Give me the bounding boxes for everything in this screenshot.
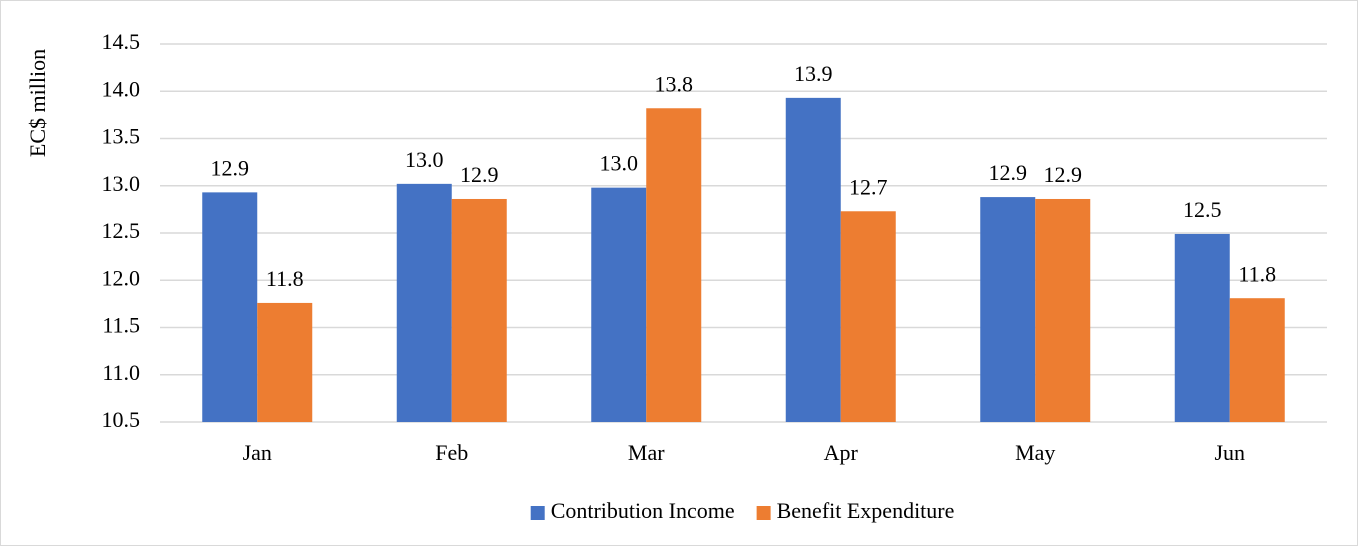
- bar: [646, 108, 702, 422]
- y-tick-label: 14.0: [102, 76, 141, 101]
- y-tick-label: 14.5: [102, 29, 141, 54]
- bar: [396, 183, 452, 422]
- data-label: 12.7: [849, 174, 888, 199]
- bar: [785, 97, 841, 423]
- legend-label: Benefit Expenditure: [777, 498, 955, 523]
- data-label: 11.8: [266, 266, 304, 291]
- bar: [840, 211, 896, 422]
- bar: [202, 192, 258, 422]
- y-tick-label: 13.0: [102, 171, 141, 196]
- data-label: 12.9: [211, 155, 250, 180]
- data-label: 12.9: [460, 162, 499, 187]
- bar: [451, 198, 507, 422]
- bar: [257, 302, 313, 422]
- bar: [1174, 233, 1230, 422]
- x-tick-label: Jun: [1214, 440, 1245, 465]
- legend-swatch: [756, 506, 771, 520]
- bar: [591, 187, 647, 422]
- bar: [980, 197, 1036, 422]
- data-label: 11.8: [1238, 261, 1276, 286]
- x-tick-label: Jan: [243, 440, 272, 465]
- x-tick-label: Mar: [628, 440, 665, 465]
- y-tick-label: 12.5: [102, 218, 141, 243]
- bar: [1035, 198, 1091, 422]
- y-tick-label: 10.5: [102, 407, 141, 432]
- x-tick-label: Apr: [824, 440, 859, 465]
- legend-swatch: [530, 506, 545, 520]
- y-tick-label: 13.5: [102, 124, 141, 149]
- legend-label: Contribution Income: [551, 498, 735, 523]
- y-tick-label: 11.0: [102, 360, 140, 385]
- bar: [1229, 298, 1285, 422]
- data-label: 13.9: [794, 61, 833, 86]
- y-tick-label: 11.5: [102, 313, 140, 338]
- data-label: 13.0: [600, 151, 639, 176]
- data-label: 12.9: [989, 160, 1028, 185]
- x-tick-label: Feb: [435, 440, 468, 465]
- y-tick-label: 12.0: [102, 265, 141, 290]
- data-label: 13.8: [655, 71, 694, 96]
- y-axis-title: EC$ million: [25, 49, 50, 157]
- data-label: 12.9: [1044, 162, 1083, 187]
- x-tick-label: May: [1015, 440, 1055, 465]
- data-label: 12.5: [1183, 197, 1222, 222]
- data-label: 13.0: [405, 147, 444, 172]
